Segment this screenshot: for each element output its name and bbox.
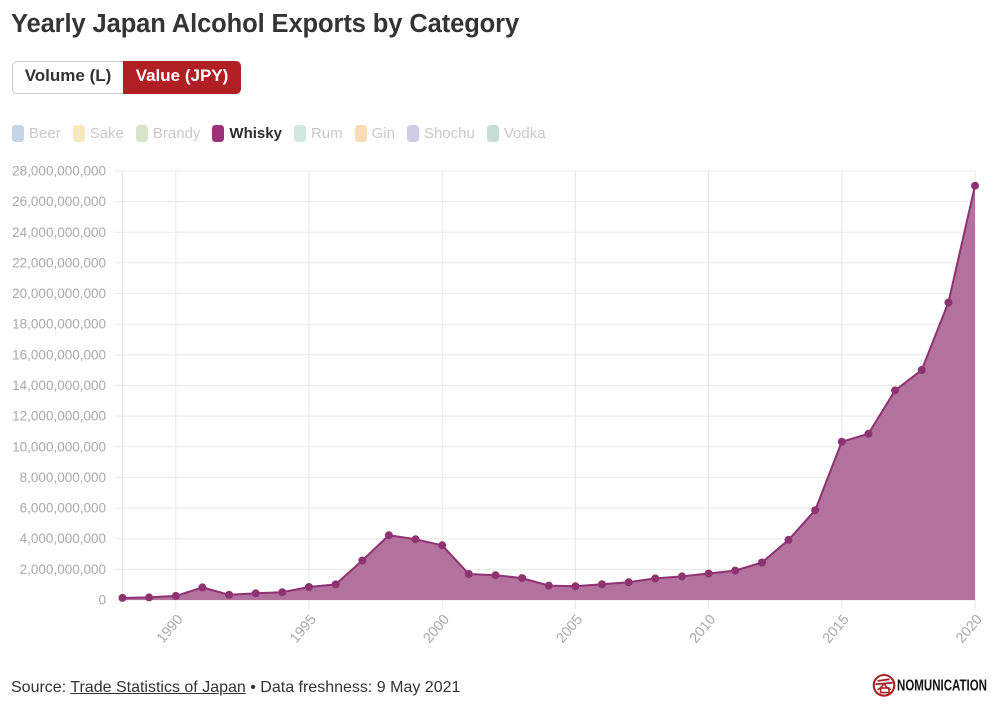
svg-text:16,000,000,000: 16,000,000,000 (12, 347, 106, 362)
svg-text:20,000,000,000: 20,000,000,000 (12, 286, 106, 301)
svg-text:28,000,000,000: 28,000,000,000 (12, 164, 106, 179)
svg-text:14,000,000,000: 14,000,000,000 (12, 378, 106, 393)
svg-text:6,000,000,000: 6,000,000,000 (20, 501, 106, 516)
svg-text:8,000,000,000: 8,000,000,000 (20, 470, 106, 485)
svg-text:4,000,000,000: 4,000,000,000 (20, 531, 106, 546)
svg-text:2015: 2015 (820, 612, 853, 647)
svg-text:26,000,000,000: 26,000,000,000 (12, 194, 106, 209)
svg-text:1995: 1995 (287, 612, 320, 647)
svg-text:2000: 2000 (420, 612, 453, 647)
svg-text:0: 0 (98, 593, 106, 608)
svg-text:1990: 1990 (154, 612, 187, 647)
svg-text:22,000,000,000: 22,000,000,000 (12, 255, 106, 270)
svg-text:2020: 2020 (953, 612, 986, 647)
svg-text:2005: 2005 (553, 612, 586, 647)
svg-text:10,000,000,000: 10,000,000,000 (12, 439, 106, 454)
svg-text:12,000,000,000: 12,000,000,000 (12, 409, 106, 424)
svg-text:2,000,000,000: 2,000,000,000 (20, 562, 106, 577)
svg-text:NOMUNICATION: NOMUNICATION (897, 677, 987, 694)
svg-text:18,000,000,000: 18,000,000,000 (12, 317, 106, 332)
svg-text:24,000,000,000: 24,000,000,000 (12, 225, 106, 240)
svg-text:2010: 2010 (687, 612, 720, 647)
